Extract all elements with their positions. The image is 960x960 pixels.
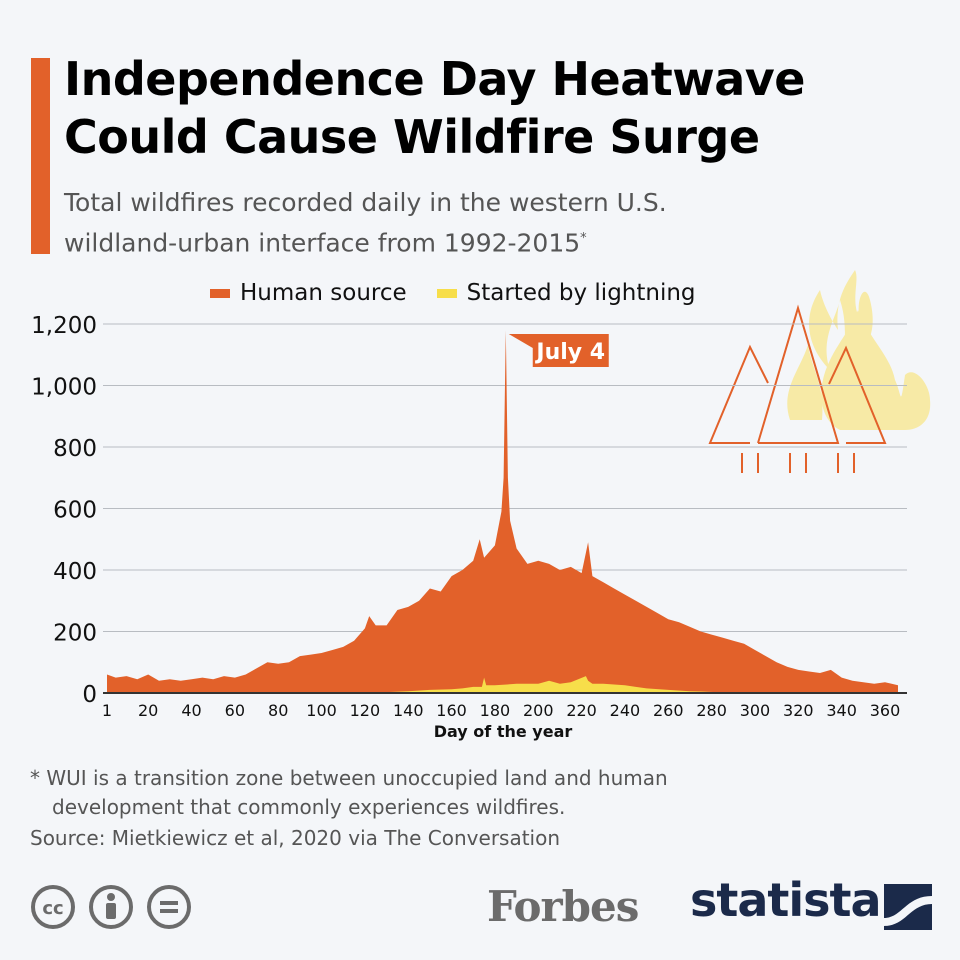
chart-legend: Human source Started by lightning bbox=[210, 280, 696, 306]
flame-icon bbox=[787, 270, 931, 430]
x-tick-label: 240 bbox=[610, 701, 641, 720]
area-series-human-source bbox=[107, 330, 898, 693]
footnote: * WUI is a transition zone between unocc… bbox=[30, 764, 668, 822]
x-tick-label: 20 bbox=[138, 701, 158, 720]
x-tick-label: 100 bbox=[306, 701, 337, 720]
x-tick-label: 180 bbox=[480, 701, 511, 720]
x-tick-label: 340 bbox=[826, 701, 857, 720]
x-tick-label: 40 bbox=[181, 701, 201, 720]
subtitle-line-2: wildland-urban interface from 1992-2015 bbox=[64, 228, 581, 258]
legend-swatch-human bbox=[210, 288, 230, 298]
annotation-flag bbox=[508, 334, 609, 367]
statista-logo-mark-icon bbox=[884, 884, 932, 930]
area-series-lightning bbox=[107, 676, 898, 693]
statista-logo: statista bbox=[690, 873, 882, 927]
x-tick-label: 300 bbox=[740, 701, 771, 720]
footnote-line-2: development that commonly experiences wi… bbox=[52, 795, 566, 819]
license-icons: cc bbox=[30, 884, 192, 930]
legend-item-human: Human source bbox=[210, 280, 407, 306]
x-tick-label: 200 bbox=[523, 701, 554, 720]
x-tick-label: 60 bbox=[225, 701, 245, 720]
forbes-logo: Forbes bbox=[487, 882, 639, 931]
x-tick-label: 120 bbox=[350, 701, 381, 720]
no-derivatives-icon[interactable] bbox=[146, 884, 192, 930]
subtitle-line-1: Total wildfires recorded daily in the we… bbox=[64, 188, 667, 217]
y-tick-label: 1,000 bbox=[31, 375, 97, 401]
x-tick-label: 220 bbox=[566, 701, 597, 720]
x-tick-label: 320 bbox=[783, 701, 814, 720]
subtitle: Total wildfires recorded daily in the we… bbox=[64, 185, 667, 261]
x-tick-label: 160 bbox=[436, 701, 467, 720]
x-tick-label: 140 bbox=[393, 701, 424, 720]
x-axis-title: Day of the year bbox=[434, 722, 573, 741]
svg-text:cc: cc bbox=[42, 898, 63, 919]
y-tick-label: 0 bbox=[82, 682, 97, 708]
legend-label-lightning: Started by lightning bbox=[466, 280, 696, 306]
forest-fire-illustration bbox=[708, 270, 931, 473]
legend-label-human: Human source bbox=[240, 280, 407, 306]
y-tick-label: 600 bbox=[53, 498, 97, 524]
attribution-icon[interactable] bbox=[88, 884, 134, 930]
y-tick-label: 1,200 bbox=[31, 313, 97, 339]
legend-swatch-lightning bbox=[436, 288, 457, 298]
x-tick-label: 260 bbox=[653, 701, 684, 720]
y-tick-label: 200 bbox=[53, 621, 97, 647]
tree-icons bbox=[708, 304, 887, 473]
x-tick-label: 280 bbox=[696, 701, 727, 720]
y-tick-label: 400 bbox=[53, 559, 97, 585]
title-line-2: Could Cause Wildfire Surge bbox=[64, 110, 760, 164]
page-title: Independence Day Heatwave Could Cause Wi… bbox=[64, 50, 805, 166]
accent-bar bbox=[31, 58, 50, 254]
legend-item-lightning: Started by lightning bbox=[436, 280, 696, 306]
title-line-1: Independence Day Heatwave bbox=[64, 52, 805, 106]
subtitle-footnote-marker: * bbox=[580, 231, 587, 246]
cc-icon[interactable]: cc bbox=[30, 884, 76, 930]
x-tick-label: 1 bbox=[102, 701, 112, 720]
x-tick-label: 360 bbox=[870, 701, 901, 720]
x-tick-label: 80 bbox=[268, 701, 288, 720]
footnote-line-1: * WUI is a transition zone between unocc… bbox=[30, 766, 668, 790]
source-text: Source: Mietkiewicz et al, 2020 via The … bbox=[30, 826, 561, 850]
y-tick-label: 800 bbox=[53, 436, 97, 462]
annotation-label: July 4 bbox=[534, 340, 605, 365]
